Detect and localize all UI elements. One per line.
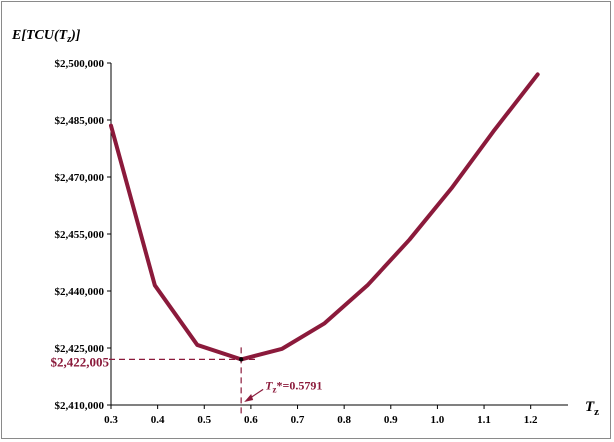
y-axis-title: E[TCU(Tz)] bbox=[11, 28, 81, 45]
min-value-label: $2,422,005 bbox=[51, 354, 110, 369]
x-tick-label: 1.1 bbox=[477, 414, 491, 426]
x-tick-label: 0.9 bbox=[384, 414, 398, 426]
series-line bbox=[109, 72, 540, 362]
x-tick-label: 0.5 bbox=[197, 414, 211, 426]
y-tick-label: $2,500,000 bbox=[55, 58, 105, 70]
arrow-head bbox=[244, 394, 254, 402]
series bbox=[109, 72, 540, 362]
y-tick-label: $2,425,000 bbox=[55, 343, 105, 355]
x-axis-title: Tz bbox=[585, 399, 599, 418]
x-tick-label: 0.4 bbox=[151, 414, 165, 426]
y-tick-label: $2,440,000 bbox=[55, 286, 105, 298]
ticks: $2,410,000 $2,425,000 $2,440,000 $2,455,000… bbox=[55, 58, 539, 426]
y-tick-label: $2,470,000 bbox=[55, 172, 105, 184]
x-tick-label: 1.2 bbox=[524, 414, 538, 426]
x-tick-label: 0.3 bbox=[104, 414, 118, 426]
min-point bbox=[238, 357, 244, 362]
x-tick-label: 0.7 bbox=[291, 414, 305, 426]
x-tick-label: 1.0 bbox=[431, 414, 445, 426]
x-tick-label: 0.8 bbox=[337, 414, 351, 426]
y-tick-label: $2,410,000 bbox=[55, 400, 105, 412]
optimal-tz-label: Tz*=0.5791 bbox=[265, 378, 322, 394]
x-tick-label: 0.6 bbox=[244, 414, 258, 426]
y-tick-label: $2,455,000 bbox=[55, 229, 105, 241]
annotation-arrow bbox=[244, 388, 264, 402]
axes bbox=[110, 63, 568, 406]
y-tick-label: $2,485,000 bbox=[55, 115, 105, 127]
